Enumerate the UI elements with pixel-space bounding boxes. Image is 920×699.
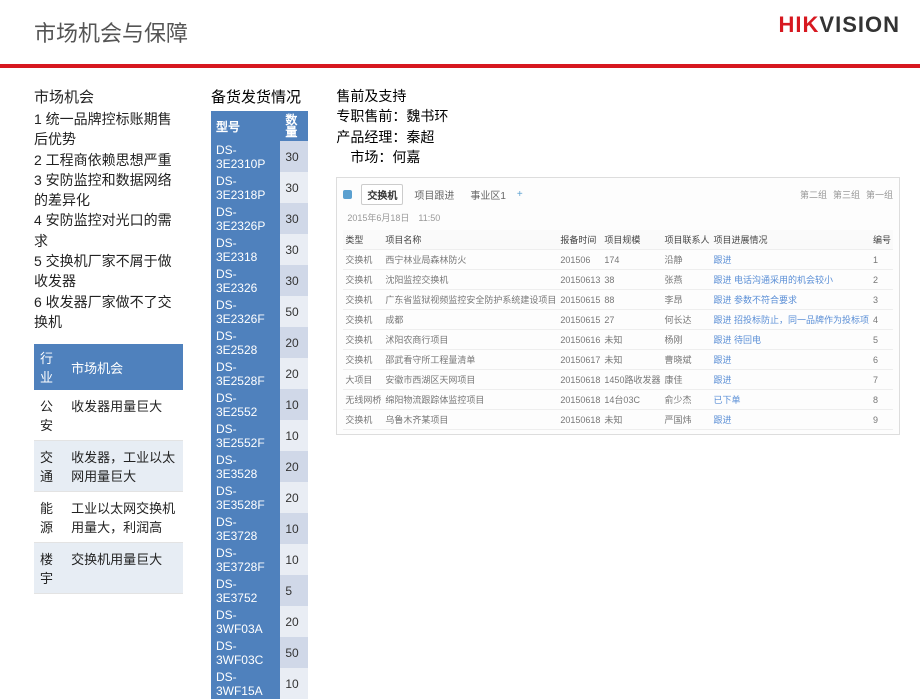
table-row: DS-3E37525 xyxy=(211,575,308,606)
table-row: 交换机广东省监狱视频监控安全防护系统建设项目2015061588李昂跟进 参数不… xyxy=(343,290,893,310)
opportunity-item: 2 工程商依赖思想严重 xyxy=(34,150,183,170)
inventory-section: 备货发货情况 型号 数量 DS-3E2310P30DS-3E2318P30DS-… xyxy=(211,86,308,699)
table-row: DS-3WF03A20 xyxy=(211,606,308,637)
table-row: DS-3E3728F10 xyxy=(211,544,308,575)
table-row: DS-3E3528F20 xyxy=(211,482,308,513)
tab-main[interactable]: 交换机 xyxy=(361,184,403,205)
screenshot-tabs: 交换机 项目跟进 事业区1 + 第二组 第三组 第一组 xyxy=(343,184,893,205)
table-row: DS-3E2326P30 xyxy=(211,203,308,234)
table-row: DS-3WF03C50 xyxy=(211,637,308,668)
opportunity-item: 3 安防监控和数据网络的差异化 xyxy=(34,170,183,211)
table-row: 公安收发器用量巨大 xyxy=(34,390,183,441)
left-heading: 市场机会 xyxy=(34,86,183,107)
table-row: DS-3E2552F10 xyxy=(211,420,308,451)
table-row: DS-3E252820 xyxy=(211,327,308,358)
opportunity-item: 5 交换机厂家不屑于做收发器 xyxy=(34,251,183,292)
inventory-table: 型号 数量 DS-3E2310P30DS-3E2318P30DS-3E2326P… xyxy=(211,111,308,699)
logo-right: VISION xyxy=(819,12,900,37)
logo-left: HIK xyxy=(779,12,820,37)
col-header: 编号 xyxy=(871,230,893,250)
inv-hdr-model: 型号 xyxy=(211,111,280,141)
tab-sub1[interactable]: 项目跟进 xyxy=(409,185,459,204)
table-row: DS-3WF15A10 xyxy=(211,668,308,699)
industry-table: 行业 市场机会 公安收发器用量巨大交通收发器，工业以太网用量巨大能源工业以太网交… xyxy=(34,344,183,594)
col-header: 项目联系人 xyxy=(662,230,711,250)
table-row: 交换机邵武看守所工程量清单20150617未知曹晓斌跟进6 xyxy=(343,350,893,370)
inv-hdr-qty: 数量 xyxy=(280,111,308,141)
table-row: 无线网桥绵阳物流跟踪体监控项目2015061814台03C俞少杰已下单8 xyxy=(343,390,893,410)
table-row: DS-3E255210 xyxy=(211,389,308,420)
group-1[interactable]: 第一组 xyxy=(866,188,893,201)
support-section: 售前及支持 专职售前：魏书环 产品经理：秦超 市场：何嘉 交换机 项目跟进 事业… xyxy=(336,86,900,699)
table-row: DS-3E232630 xyxy=(211,265,308,296)
table-row: 交通收发器，工业以太网用量巨大 xyxy=(34,441,183,492)
col-header: 报备时间 xyxy=(558,230,602,250)
table-row: DS-3E2528F20 xyxy=(211,358,308,389)
table-row: 交换机成都2015061527何长达跟进 招投标防止，同一品牌作为投标项4 xyxy=(343,310,893,330)
table-row: DS-3E352820 xyxy=(211,451,308,482)
col-header: 项目名称 xyxy=(383,230,558,250)
col-header: 项目规模 xyxy=(602,230,662,250)
col-header: 项目进展情况 xyxy=(711,230,871,250)
opportunity-item: 6 收发器厂家做不了交换机 xyxy=(34,292,183,333)
industry-hdr-2: 市场机会 xyxy=(65,344,183,390)
table-row: DS-3E231830 xyxy=(211,234,308,265)
table-row: 楼宇交换机用量巨大 xyxy=(34,543,183,594)
group-2[interactable]: 第二组 xyxy=(800,188,827,201)
group-3[interactable]: 第三组 xyxy=(833,188,860,201)
opportunity-item: 1 统一品牌控标账期售后优势 xyxy=(34,109,183,150)
tab-sub2[interactable]: 事业区1 xyxy=(465,185,511,204)
brand-logo: HIKVISION xyxy=(779,12,900,38)
table-row: DS-3E2326F50 xyxy=(211,296,308,327)
table-row: 交换机沈阳监控交换机2015061338张燕跟进 电话沟通采用的机会较小2 xyxy=(343,270,893,290)
contact-line-3: 市场：何嘉 xyxy=(336,147,900,167)
opportunity-list: 1 统一品牌控标账期售后优势2 工程商依赖思想严重3 安防监控和数据网络的差异化… xyxy=(34,109,183,332)
market-opportunity-section: 市场机会 1 统一品牌控标账期售后优势2 工程商依赖思想严重3 安防监控和数据网… xyxy=(34,86,183,699)
mid-heading: 备货发货情况 xyxy=(211,86,308,107)
table-row: 能源工业以太网交换机用量大，利润高 xyxy=(34,492,183,543)
right-heading: 售前及支持 xyxy=(336,86,900,106)
opportunity-item: 4 安防监控对光口的需求 xyxy=(34,210,183,251)
table-row: 交换机西宁林业局森林防火201506174沿静跟进1 xyxy=(343,250,893,270)
contact-line-2: 产品经理：秦超 xyxy=(336,127,900,147)
col-header: 类型 xyxy=(343,230,383,250)
industry-hdr-1: 行业 xyxy=(34,344,65,390)
contact-line-1: 专职售前：魏书环 xyxy=(336,106,900,126)
table-row: 交换机乌鲁木齐某项目20150618未知严国炜跟进9 xyxy=(343,410,893,430)
table-row: 交换机沭阳农商行项目20150616未知杨刚跟进 待回电5 xyxy=(343,330,893,350)
table-row: 大项目安徽市西湖区天网项目201506181450路收发器康佳跟进7 xyxy=(343,370,893,390)
screenshot-date: 2015年6月18日 11:50 xyxy=(347,211,893,224)
tab-icon xyxy=(343,190,352,199)
embedded-screenshot: 交换机 项目跟进 事业区1 + 第二组 第三组 第一组 2015年6月18日 1… xyxy=(336,177,900,435)
table-row: DS-3E2310P30 xyxy=(211,141,308,172)
project-table: 类型项目名称报备时间项目规模项目联系人项目进展情况编号 交换机西宁林业局森林防火… xyxy=(343,230,893,430)
table-row: DS-3E2318P30 xyxy=(211,172,308,203)
